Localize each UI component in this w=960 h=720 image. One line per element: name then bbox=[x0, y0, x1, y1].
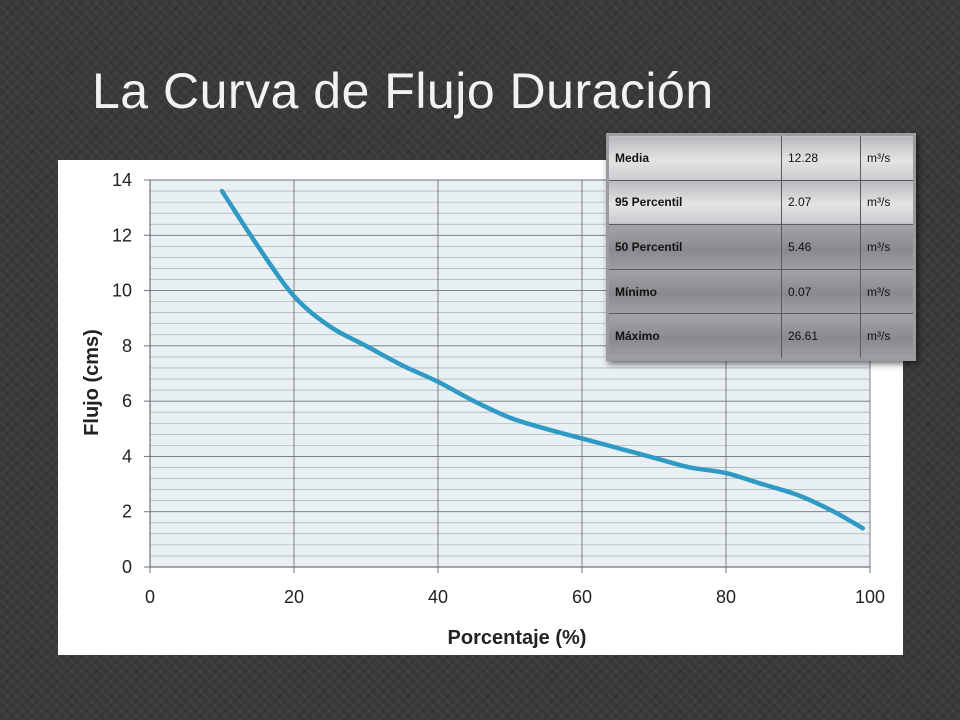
y-axis-title: Flujo (cms) bbox=[81, 329, 103, 436]
series-line bbox=[219, 188, 866, 531]
y-tick-label: 12 bbox=[112, 225, 132, 245]
row-label: 50 Percentil bbox=[607, 224, 782, 270]
row-value: 26.61 bbox=[781, 313, 861, 360]
x-tick-label: 20 bbox=[284, 587, 304, 607]
row-value: 0.07 bbox=[781, 268, 861, 315]
row-label: Media bbox=[607, 134, 782, 181]
x-tick-label: 0 bbox=[145, 587, 155, 607]
slide-title: La Curva de Flujo Duración bbox=[92, 63, 714, 119]
table-row: Máximo 26.61 m³/s bbox=[607, 313, 915, 360]
x-tick-label: 60 bbox=[572, 587, 592, 607]
row-label: Máximo bbox=[607, 313, 782, 360]
row-unit: m³/s bbox=[860, 224, 915, 270]
x-axis-title: Porcentaje (%) bbox=[448, 627, 587, 649]
x-tick-label: 80 bbox=[716, 587, 736, 607]
table-row: Mínimo 0.07 m³/s bbox=[607, 268, 915, 315]
row-value: 5.46 bbox=[781, 224, 861, 270]
y-tick-label: 0 bbox=[122, 557, 132, 577]
x-tick-label: 100 bbox=[855, 587, 885, 607]
row-unit: m³/s bbox=[860, 313, 915, 360]
row-unit: m³/s bbox=[860, 179, 915, 226]
table-row: 50 Percentil 5.46 m³/s bbox=[607, 224, 915, 270]
row-label: Mínimo bbox=[607, 268, 782, 315]
row-value: 2.07 bbox=[781, 179, 861, 226]
table-row: Media 12.28 m³/s bbox=[607, 134, 915, 181]
y-tick-label: 14 bbox=[112, 170, 132, 190]
row-value: 12.28 bbox=[781, 134, 861, 181]
row-unit: m³/s bbox=[860, 268, 915, 315]
x-tick-label: 40 bbox=[428, 587, 448, 607]
y-tick-label: 6 bbox=[122, 391, 132, 411]
y-tick-label: 4 bbox=[122, 446, 132, 466]
y-tick-label: 2 bbox=[122, 502, 132, 522]
y-tick-label: 10 bbox=[112, 281, 132, 301]
statistics-table: Media 12.28 m³/s 95 Percentil 2.07 m³/s … bbox=[606, 133, 916, 361]
row-unit: m³/s bbox=[860, 134, 915, 181]
table-row: 95 Percentil 2.07 m³/s bbox=[607, 179, 915, 226]
y-tick-label: 8 bbox=[122, 336, 132, 356]
row-label: 95 Percentil bbox=[607, 179, 782, 226]
